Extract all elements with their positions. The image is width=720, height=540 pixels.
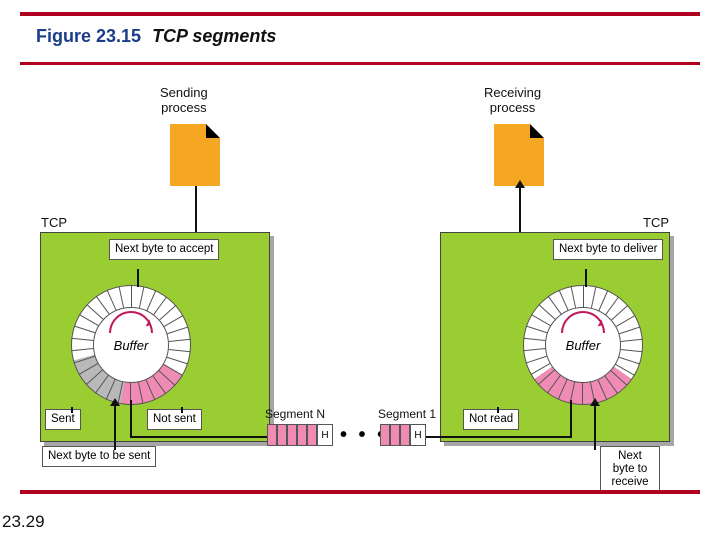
not-sent-label: Not sent bbox=[147, 409, 202, 430]
tcp-label-left: TCP bbox=[41, 215, 67, 230]
segment-1-label: Segment 1 bbox=[378, 408, 436, 422]
segment-cell bbox=[380, 424, 390, 446]
diagram: Sending process Receiving process TCP Bu… bbox=[60, 80, 660, 480]
rule-top-2 bbox=[20, 62, 700, 65]
next-byte-receive-label: Next byte to receive bbox=[600, 446, 660, 494]
connector bbox=[594, 442, 596, 450]
segment-cell bbox=[297, 424, 307, 446]
tcp-box-sender: TCP Buffer Next byte to accept Sent Not … bbox=[40, 232, 270, 442]
connector bbox=[130, 436, 267, 438]
sent-label: Sent bbox=[45, 409, 81, 430]
not-read-label: Not read bbox=[463, 409, 519, 430]
segment-header: H bbox=[410, 424, 426, 446]
sending-process-label: Sending process bbox=[160, 86, 208, 116]
buffer-ring-sender: Buffer bbox=[71, 285, 191, 405]
rule-top-1 bbox=[20, 12, 700, 16]
connector bbox=[181, 407, 183, 413]
next-byte-deliver-label: Next byte to deliver bbox=[553, 239, 663, 260]
connector bbox=[497, 407, 499, 413]
figure-caption: TCP segments bbox=[152, 26, 276, 46]
segment-n-label: Segment N bbox=[265, 408, 325, 422]
connector bbox=[71, 407, 73, 413]
segment-cell bbox=[390, 424, 400, 446]
segment-cell bbox=[307, 424, 317, 446]
segment-n: H bbox=[267, 424, 333, 446]
segment-cell bbox=[287, 424, 297, 446]
buffer-ring-receiver: Buffer bbox=[523, 285, 643, 405]
segment-cell bbox=[267, 424, 277, 446]
receiving-doc-icon bbox=[494, 124, 544, 186]
arrowhead-icon bbox=[590, 398, 600, 406]
connector bbox=[426, 436, 570, 438]
next-byte-send-label: Next byte to be sent bbox=[42, 446, 156, 467]
sending-doc-icon bbox=[170, 124, 220, 186]
doc-fold-icon bbox=[206, 124, 220, 138]
connector bbox=[585, 269, 587, 287]
segment-header: H bbox=[317, 424, 333, 446]
connector bbox=[594, 404, 596, 442]
segment-cell bbox=[400, 424, 410, 446]
figure-number: Figure 23.15 bbox=[36, 26, 141, 46]
next-byte-accept-label: Next byte to accept bbox=[109, 239, 219, 260]
page-number: 23.29 bbox=[2, 512, 45, 532]
receiving-process-label: Receiving process bbox=[484, 86, 541, 116]
connector bbox=[137, 269, 139, 287]
connector bbox=[114, 404, 116, 442]
arrowhead-icon bbox=[515, 180, 525, 188]
segment-1: H bbox=[380, 424, 426, 446]
segment-cell bbox=[277, 424, 287, 446]
tcp-box-receiver: TCP Buffer Next byte to deliver Not read bbox=[440, 232, 670, 442]
connector bbox=[114, 442, 116, 450]
figure-title: Figure 23.15 TCP segments bbox=[36, 26, 276, 47]
doc-fold-icon bbox=[530, 124, 544, 138]
connector bbox=[130, 400, 132, 436]
arrowhead-icon bbox=[110, 398, 120, 406]
connector bbox=[570, 400, 572, 438]
tcp-label-right: TCP bbox=[643, 215, 669, 230]
rule-bottom bbox=[20, 490, 700, 494]
